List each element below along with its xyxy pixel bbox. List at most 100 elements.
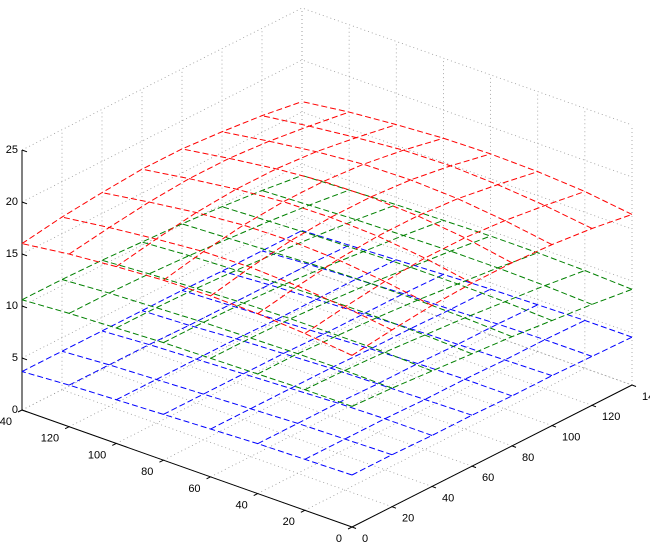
surface-line [301, 174, 633, 290]
z-tick-label: 15 [6, 248, 18, 260]
surface-line [21, 174, 303, 301]
grid-line [116, 301, 397, 444]
surface-line [257, 252, 538, 375]
y-tick-label: 40 [235, 499, 247, 511]
z-tick-label: 10 [6, 300, 18, 312]
y-tick-label: 120 [41, 433, 59, 445]
surface-line [116, 124, 397, 268]
surface-line [61, 350, 393, 456]
y-tick-label: 60 [188, 483, 200, 495]
surface-line [261, 190, 593, 305]
surface-line [116, 204, 397, 329]
grid-line [163, 317, 444, 461]
y-tick-label: 100 [88, 449, 106, 461]
surface-line [101, 259, 433, 372]
grid-line [21, 111, 633, 255]
surface-line [163, 219, 444, 344]
surface-line [304, 319, 586, 460]
tick-mark [21, 305, 28, 309]
tick-mark [21, 357, 28, 361]
grid-line [21, 267, 633, 411]
x-tick-label: 140 [642, 391, 650, 403]
surface-line [141, 241, 473, 355]
surface-line [101, 192, 433, 306]
x-tick-label: 20 [402, 513, 414, 525]
surface-line [163, 274, 444, 415]
surface-line [210, 288, 491, 430]
z-tick-label: 5 [12, 352, 18, 364]
surface-line [116, 259, 397, 401]
surface-line [221, 270, 553, 377]
surface-line [304, 270, 586, 391]
surface-line [61, 278, 393, 389]
grid-line [21, 59, 633, 203]
y-tick-label: 0 [336, 533, 342, 545]
grid-line [301, 267, 633, 386]
tick-mark [300, 509, 306, 513]
z-tick-label: 25 [6, 144, 18, 156]
x-tick-label: 0 [362, 533, 368, 545]
surface-line [21, 371, 353, 476]
tick-mark [511, 445, 517, 448]
surface-line [61, 216, 393, 331]
tick-mark [253, 493, 258, 497]
y-axis [21, 409, 353, 528]
tick-mark [112, 442, 117, 446]
surface-line [181, 223, 513, 338]
x-tick-label: 40 [442, 492, 454, 504]
surface-line [181, 148, 513, 264]
tick-mark [391, 506, 397, 509]
surface-line [221, 206, 553, 321]
x-tick-label: 60 [482, 472, 494, 484]
surface-line [351, 288, 633, 407]
grid-line [21, 163, 633, 307]
grid-line [257, 351, 538, 494]
x-tick-label: 100 [562, 431, 580, 443]
surface-line [257, 304, 538, 445]
surface-line [210, 235, 491, 359]
surface-line [68, 111, 350, 255]
z-tick-label: 20 [6, 196, 18, 208]
surface-line [101, 330, 433, 436]
tick-mark [64, 426, 70, 430]
surface-line [21, 101, 303, 245]
tick-mark [631, 384, 637, 387]
grid-line [61, 389, 393, 508]
surface-line [21, 243, 353, 356]
tick-mark [431, 485, 437, 489]
tick-mark [159, 459, 164, 463]
surface-line [304, 191, 586, 334]
surface-line [351, 213, 633, 356]
surface-line [301, 230, 633, 338]
grid-line [21, 7, 633, 151]
x-tick-label: 80 [522, 452, 534, 464]
surface-line [261, 250, 593, 357]
tick-mark [347, 526, 353, 530]
surface-line [261, 115, 593, 229]
tick-mark [206, 476, 211, 480]
surface-line [68, 244, 350, 386]
tick-mark [591, 404, 597, 408]
tick-mark [551, 425, 557, 428]
tick-mark [471, 465, 477, 469]
surface-line [141, 168, 473, 284]
x-tick-label: 120 [602, 411, 620, 423]
surface-line [181, 289, 513, 397]
surface-line [21, 230, 303, 372]
surface-line [21, 299, 353, 407]
surface-line [301, 101, 633, 215]
y-tick-label: 140 [0, 416, 12, 428]
x-axis [351, 384, 633, 528]
surface-line [163, 137, 444, 281]
tick-mark [17, 409, 23, 413]
surface-line [221, 131, 553, 246]
surface-line [351, 336, 633, 476]
tick-mark [21, 409, 28, 413]
grid-line [68, 284, 350, 428]
tick-mark [351, 526, 357, 529]
tick-mark [21, 149, 28, 153]
y-tick-label: 20 [283, 516, 295, 528]
grid-line [304, 367, 586, 511]
surface-line [210, 153, 491, 297]
